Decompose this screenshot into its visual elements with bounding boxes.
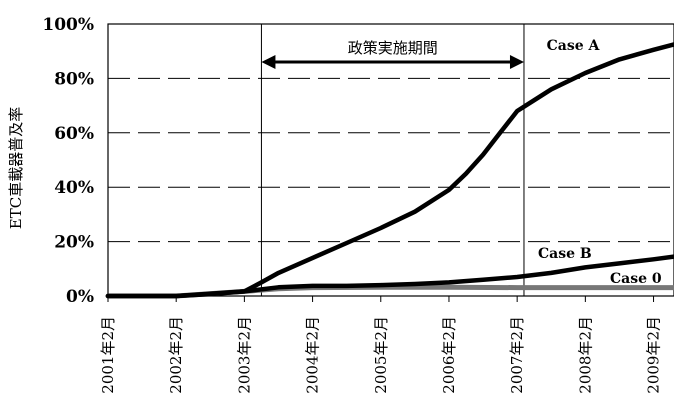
x-tick-label: 2007年2月 xyxy=(508,316,526,394)
y-tick-label: 100% xyxy=(42,15,94,35)
series-label-case-a: Case A xyxy=(547,38,601,54)
x-tick-label: 2003年2月 xyxy=(235,316,253,394)
plot-area xyxy=(107,23,674,297)
policy-period: 政策実施期間 xyxy=(260,24,525,296)
series-line-case-b xyxy=(105,254,674,299)
x-tick-label: 2008年2月 xyxy=(576,316,594,394)
x-tick-label: 2004年2月 xyxy=(304,316,322,394)
x-axis-ticks: 2001年2月 2002年2月 2003年2月 2004年2月 2005年2月 2006年… xyxy=(99,296,663,394)
x-tick-label: 2001年2月 xyxy=(99,316,117,394)
grid-lines xyxy=(108,77,674,243)
policy-period-label: 政策実施期間 xyxy=(348,39,438,57)
x-tick-label: 2006年2月 xyxy=(440,316,458,394)
y-tick-label: 80% xyxy=(54,69,94,89)
series-label-case-b: Case B xyxy=(538,246,592,262)
series-labels: Case A Case B Case 0 xyxy=(538,38,662,287)
arrowhead-right-icon xyxy=(509,55,524,69)
y-tick-label: 20% xyxy=(54,233,94,253)
y-axis-ticks: 0% 20% 40% 60% 80% 100% xyxy=(42,15,94,307)
y-tick-label: 40% xyxy=(54,178,94,198)
series-line-case-a xyxy=(105,42,674,299)
x-tick-label: 2002年2月 xyxy=(167,316,185,394)
arrowhead-left-icon xyxy=(261,55,276,69)
series-label-case-0: Case 0 xyxy=(610,271,662,287)
x-tick-label: 2009年2月 xyxy=(645,316,663,394)
x-tick-label: 2005年2月 xyxy=(372,316,390,394)
y-tick-label: 60% xyxy=(54,124,94,144)
y-tick-label: 0% xyxy=(66,287,94,307)
series-lines xyxy=(105,42,674,299)
y-axis-label: ETC車載器普及率 xyxy=(7,107,25,229)
